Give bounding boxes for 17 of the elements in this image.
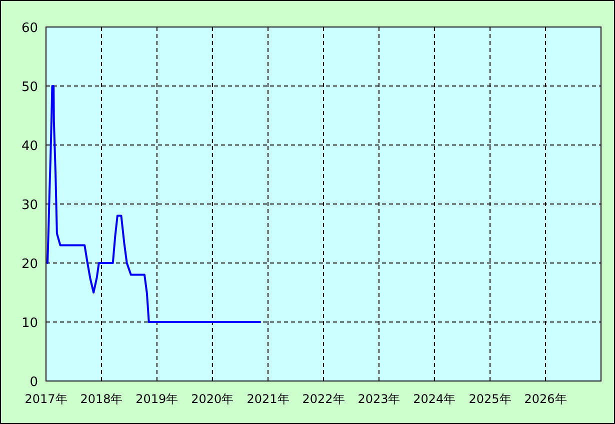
x-tick-label: 2018年 (80, 392, 123, 406)
y-tick-label: 50 (21, 80, 38, 95)
y-tick-label: 40 (21, 139, 38, 154)
x-tick-label: 2020年 (191, 392, 234, 406)
y-tick-label: 10 (21, 316, 38, 331)
x-tick-label: 2022年 (302, 392, 345, 406)
x-tick-label: 2024年 (413, 392, 456, 406)
x-tick-label: 2025年 (468, 392, 512, 406)
x-tick-label: 2023年 (358, 392, 400, 406)
x-tick-label: 2019年 (136, 392, 178, 406)
x-tick-label: 2021年 (246, 392, 290, 406)
y-tick-label: 30 (21, 198, 38, 213)
x-tick-label: 2026年 (524, 392, 567, 406)
y-tick-label: 60 (21, 21, 38, 36)
y-tick-label: 0 (30, 375, 38, 390)
y-tick-label: 20 (21, 257, 38, 272)
x-tick-label: 2017年 (24, 392, 68, 406)
